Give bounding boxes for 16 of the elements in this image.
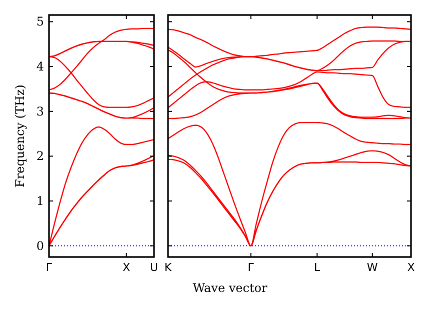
x-tick-label: X [407,261,416,274]
y-tick-label: 5 [36,14,44,29]
x-tick-label: L [314,261,322,274]
x-tick-label: Γ [46,261,53,274]
y-tick-label: 2 [36,149,44,164]
y-axis-title: Frequency (THz) [13,84,27,188]
y-tick-label: 3 [36,104,44,118]
x-axis-title: Wave vector [192,281,268,295]
x-tick-label: U [150,261,158,274]
x-tick-label: K [164,261,172,274]
x-tick-label: X [122,261,131,274]
y-tick-label: 4 [36,60,44,74]
y-tick-label: 1 [36,194,44,208]
y-tick-label: 0 [36,238,44,253]
x-tick-label: W [366,261,378,274]
x-tick-label: Γ [248,261,255,274]
